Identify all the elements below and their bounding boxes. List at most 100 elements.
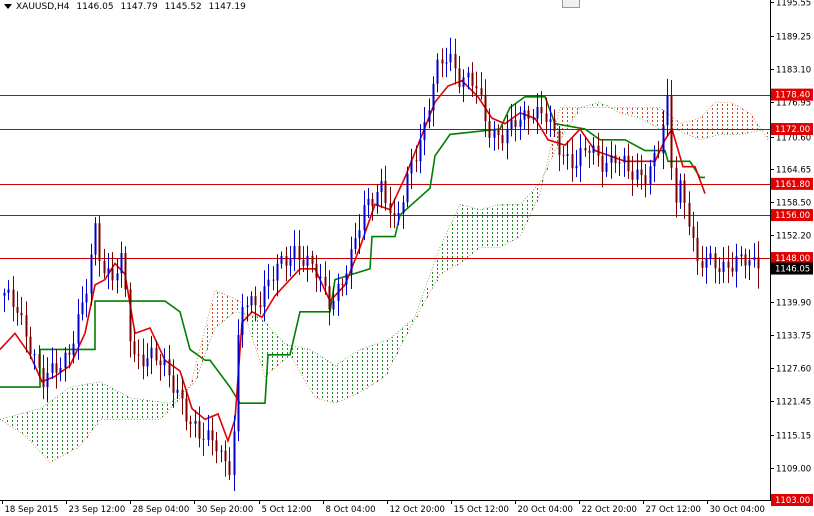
cloud-slice (722, 102, 724, 135)
cloud-slice (10, 416, 12, 426)
cloud-slice (96, 382, 98, 425)
cloud-slice (598, 102, 600, 108)
price-tick-label: 1176.95 (776, 99, 811, 109)
cloud-slice (396, 333, 398, 356)
cloud-slice (762, 130, 764, 131)
cloud-slice (358, 350, 360, 394)
cloud-slice (26, 412, 28, 437)
candle-body (85, 293, 88, 303)
cloud-slice (382, 341, 384, 379)
cloud-slice (170, 403, 172, 409)
candle-body (701, 261, 704, 268)
cloud-slice (490, 206, 492, 248)
cloud-slice (202, 340, 204, 363)
candle-body (224, 450, 227, 462)
cloud-slice (150, 400, 152, 420)
dropdown-triangle-icon[interactable] (4, 4, 12, 9)
cloud-slice (554, 133, 556, 153)
candle-body (475, 85, 478, 89)
cloud-slice (122, 393, 124, 420)
cloud-slice (572, 107, 574, 121)
cloud-slice (384, 340, 386, 377)
cloud-slice (400, 330, 402, 348)
candle-body (384, 180, 387, 204)
candle-body (610, 155, 613, 163)
cloud-slice (164, 402, 166, 416)
cloud-slice (644, 107, 646, 121)
high-value: 1147.79 (120, 2, 158, 12)
cloud-slice (632, 107, 634, 117)
candle-body (445, 62, 448, 64)
cloud-slice (256, 316, 258, 350)
cloud-slice (50, 401, 52, 463)
cloud-slice (38, 409, 40, 450)
cloud-slice (338, 363, 340, 402)
cloud-slice (278, 336, 280, 366)
cloud-slice (524, 200, 526, 228)
cloud-slice (458, 208, 460, 265)
cloud-slice (128, 396, 130, 420)
cloud-slice (618, 107, 620, 112)
chart-shift-button[interactable] (562, 0, 580, 8)
cloud-slice (530, 193, 532, 216)
cloud-slice (592, 104, 594, 108)
cloud-slice (74, 386, 76, 450)
level-price-label-box (771, 88, 813, 101)
cloud-slice (684, 122, 686, 133)
cloud-slice (380, 342, 382, 380)
cloud-slice (306, 348, 308, 383)
cloud-slice (732, 103, 734, 135)
cloud-slice (728, 102, 730, 135)
cloud-slice (68, 388, 70, 453)
cloud-slice (698, 118, 700, 139)
cloud-slice (634, 107, 636, 117)
price-tick-label: 1139.90 (776, 299, 811, 309)
cloud-slice (104, 383, 106, 420)
candle-body (484, 94, 487, 122)
cloud-slice (158, 401, 160, 420)
cloud-slice (340, 362, 342, 402)
plot-background (0, 0, 770, 500)
candle-body (285, 255, 288, 266)
cloud-slice (678, 122, 680, 131)
cloud-slice (528, 195, 530, 220)
cloud-slice (214, 294, 216, 331)
cloud-slice (44, 405, 46, 456)
cloud-slice (136, 398, 138, 420)
cloud-slice (208, 317, 210, 347)
candle-body (328, 286, 331, 310)
cloud-slice (626, 107, 628, 115)
candle-body (3, 292, 6, 296)
candle-body (692, 226, 695, 238)
cloud-slice (570, 107, 572, 124)
cloud-slice (194, 371, 196, 383)
cloud-slice (726, 102, 728, 135)
cloud-slice (346, 358, 348, 399)
cloud-slice (240, 301, 242, 313)
candle-body (592, 145, 595, 153)
cloud-slice (688, 121, 690, 135)
level-price-label-box (771, 123, 813, 136)
cloud-slice (368, 346, 370, 388)
cloud-slice (328, 361, 330, 402)
candle-body (575, 165, 578, 169)
cloud-slice (190, 386, 192, 388)
cloud-slice (112, 388, 114, 420)
cloud-slice (518, 204, 520, 238)
candle-body (688, 202, 691, 227)
cloud-slice (604, 104, 606, 108)
cloud-slice (356, 352, 358, 395)
cloud-slice (708, 109, 710, 138)
candle-body (428, 110, 431, 123)
cloud-slice (550, 150, 552, 162)
cloud-slice (2, 418, 4, 421)
cloud-slice (140, 399, 142, 420)
time-tick-label: 15 Oct 12:00 (454, 505, 509, 515)
price-tick-label: 1189.25 (776, 33, 811, 43)
candle-body (137, 354, 140, 356)
cloud-slice (260, 317, 262, 362)
cloud-slice (294, 346, 296, 362)
cloud-slice (166, 402, 168, 413)
cloud-slice (504, 204, 506, 246)
